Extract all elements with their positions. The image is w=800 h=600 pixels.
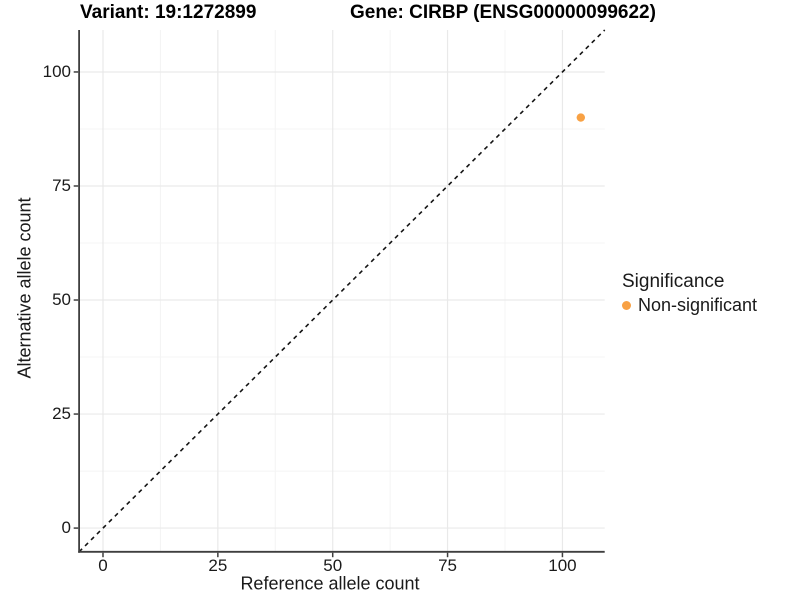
legend-item-non-significant: Non-significant bbox=[622, 295, 757, 316]
legend: Significance Non-significant bbox=[622, 271, 757, 316]
data-point bbox=[576, 113, 586, 122]
x-tick-label: 0 bbox=[98, 556, 108, 575]
y-tick-label: 0 bbox=[61, 518, 71, 538]
y-tick-label: 50 bbox=[52, 290, 71, 310]
identity-dashed-line bbox=[78, 29, 606, 553]
x-axis-title: Reference allele count bbox=[240, 573, 420, 594]
y-tick-label: 25 bbox=[52, 404, 71, 424]
x-tick-label: 100 bbox=[548, 556, 577, 575]
x-tick-label: 75 bbox=[438, 556, 458, 575]
plot-title-variant: Variant: 19:1272899 bbox=[80, 2, 257, 23]
x-tick-label: 50 bbox=[323, 556, 343, 575]
plot-title-gene: Gene: CIRBP (ENSG00000099622) bbox=[350, 2, 656, 23]
legend-point-icon bbox=[622, 301, 631, 310]
y-tick-label: 100 bbox=[42, 61, 71, 81]
y-tick-label: 75 bbox=[52, 175, 71, 195]
y-axis-title: Alternative allele count bbox=[14, 197, 35, 379]
legend-title: Significance bbox=[622, 271, 725, 292]
legend-item-label: Non-significant bbox=[638, 295, 758, 315]
x-tick-label: 25 bbox=[208, 556, 228, 575]
